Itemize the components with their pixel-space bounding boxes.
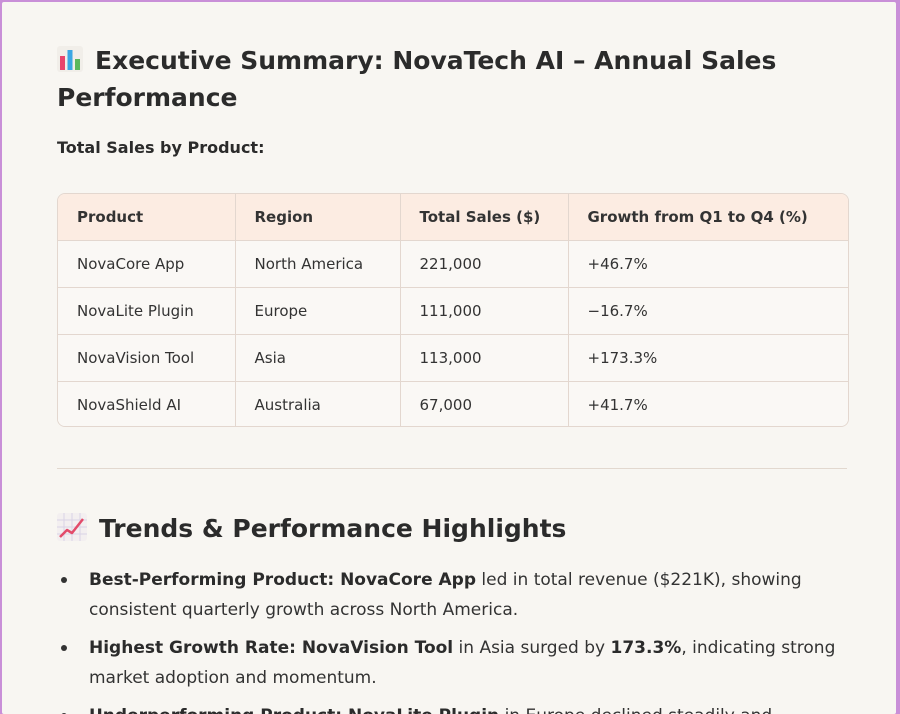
header-growth: Growth from Q1 to Q4 (%) [568, 194, 848, 241]
cell-total-sales: 113,000 [400, 334, 569, 382]
bullet-text: led in total revenue ($221K), showing co… [89, 570, 802, 620]
cell-total-sales: 111,000 [400, 287, 569, 335]
section-divider [57, 468, 847, 469]
cell-region: Europe [235, 287, 401, 335]
page-title: Executive Summary: NovaTech AI – Annual … [57, 42, 777, 116]
cell-growth: +41.7% [568, 381, 848, 426]
trends-heading: Trends & Performance Highlights [57, 512, 566, 546]
page-title-text: Executive Summary: NovaTech AI – Annual … [57, 46, 777, 112]
bullet-text: in Asia surged by [453, 638, 611, 658]
bullet-text: , indicating strong market adoption and … [89, 638, 836, 688]
cell-product: NovaLite Plugin [58, 287, 236, 335]
table-row: NovaShield AI Australia 67,000 +41.7% [58, 381, 848, 426]
cell-product: NovaCore App [58, 240, 236, 288]
bullet-text: in Europe declined steadily and [499, 706, 773, 714]
chart-increasing-icon [57, 513, 87, 541]
sales-table: Product Region Total Sales ($) Growth fr… [57, 193, 849, 427]
header-region: Region [235, 194, 401, 241]
cell-total-sales: 221,000 [400, 240, 569, 288]
cell-product: NovaVision Tool [58, 334, 236, 382]
table-row: NovaCore App North America 221,000 +46.7… [58, 240, 848, 288]
cell-region: Asia [235, 334, 401, 382]
bar-chart-icon [57, 46, 83, 72]
cell-total-sales: 67,000 [400, 381, 569, 426]
highlights-list: Best-Performing Product: NovaCore App le… [57, 565, 837, 714]
list-item: Highest Growth Rate: NovaVision Tool in … [57, 633, 837, 693]
bullet-lead: Best-Performing Product: NovaCore App [89, 570, 477, 590]
cell-growth: +46.7% [568, 240, 848, 288]
table-heading: Total Sales by Product: [57, 138, 265, 157]
table-row: NovaLite Plugin Europe 111,000 −16.7% [58, 287, 848, 335]
bullet-lead: Highest Growth Rate: NovaVision Tool [89, 638, 454, 658]
bullet-lead: Underperforming Product: NovaLite Plugin [89, 706, 499, 714]
header-total-sales: Total Sales ($) [400, 194, 569, 241]
bullet-emphasis: 173.3% [610, 638, 682, 658]
table-header-row: Product Region Total Sales ($) Growth fr… [58, 194, 848, 241]
table-row: NovaVision Tool Asia 113,000 +173.3% [58, 334, 848, 382]
cell-region: North America [235, 240, 401, 288]
cell-growth: +173.3% [568, 334, 848, 382]
cell-growth: −16.7% [568, 287, 848, 335]
cell-region: Australia [235, 381, 401, 426]
cell-product: NovaShield AI [58, 381, 236, 426]
trends-heading-text: Trends & Performance Highlights [99, 514, 567, 543]
header-product: Product [58, 194, 236, 241]
list-item: Best-Performing Product: NovaCore App le… [57, 565, 837, 625]
list-item: Underperforming Product: NovaLite Plugin… [57, 701, 837, 714]
